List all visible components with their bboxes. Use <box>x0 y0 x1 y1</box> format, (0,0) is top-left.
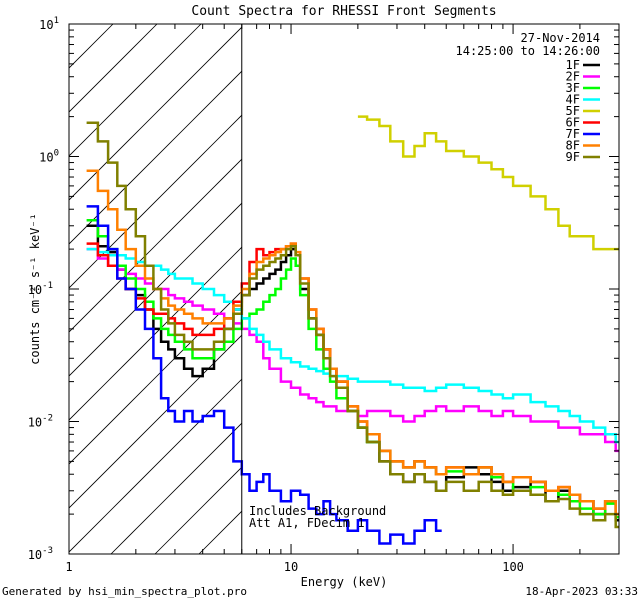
legend-label-9F: 9F <box>566 150 580 164</box>
x-tick-label: 1 <box>65 560 72 574</box>
observation-date: 27-Nov-2014 <box>521 31 600 45</box>
annotation-line-2: Att A1, FDecim 1 <box>249 516 365 530</box>
legend-label-4F: 4F <box>566 93 580 107</box>
y-tick-label: 100 <box>39 149 59 165</box>
series-line-7F <box>86 205 442 545</box>
y-tick-label: 10-1 <box>28 281 53 297</box>
hatch-line <box>69 70 242 245</box>
hatch-line <box>69 246 242 421</box>
legend-label-6F: 6F <box>566 116 580 130</box>
time-range: 14:25:00 to 14:26:00 <box>456 44 601 58</box>
series-line-4F <box>86 247 619 444</box>
hatch-line <box>69 158 242 333</box>
legend-label-3F: 3F <box>566 81 580 95</box>
legend-label-1F: 1F <box>566 58 580 72</box>
x-axis-label: Energy (keV) <box>301 575 388 589</box>
generated-by-text: Generated by hsi_min_spectra_plot.pro <box>2 585 247 598</box>
hatch-line <box>110 422 242 554</box>
hatch-line <box>69 26 242 201</box>
series-line-5F <box>357 115 619 251</box>
legend-label-8F: 8F <box>566 139 580 153</box>
y-tick-label: 10-2 <box>28 414 53 430</box>
series-group <box>86 115 619 545</box>
x-tick-label: 10 <box>284 560 298 574</box>
series-line-2F <box>86 247 619 453</box>
y-axis-label: counts cm⁻² s⁻¹ keV⁻¹ <box>28 213 42 365</box>
x-tick-label: 100 <box>502 560 524 574</box>
plot-frame <box>68 23 620 555</box>
hatch-line <box>69 334 242 509</box>
legend-label-5F: 5F <box>566 104 580 118</box>
chart-title: Count Spectra for RHESSI Front Segments <box>191 4 496 19</box>
hatch-line <box>69 24 202 157</box>
y-tick-label: 101 <box>39 16 59 32</box>
hatch-line <box>69 378 242 553</box>
annotation-line-1: Includes Background <box>249 504 386 518</box>
series-line-3F <box>86 219 619 519</box>
legend-label-7F: 7F <box>566 127 580 141</box>
axis-ticks: 1 10 100 10-3 10-2 10-1 100 101 <box>28 16 620 574</box>
y-tick-label: 10-3 <box>28 546 53 562</box>
hatch-line <box>69 24 114 69</box>
excluded-region-hatch <box>69 24 242 554</box>
footer-timestamp: 18-Apr-2023 03:33 <box>525 585 638 598</box>
legend-label-2F: 2F <box>566 70 580 84</box>
series-line-9F <box>86 121 619 529</box>
